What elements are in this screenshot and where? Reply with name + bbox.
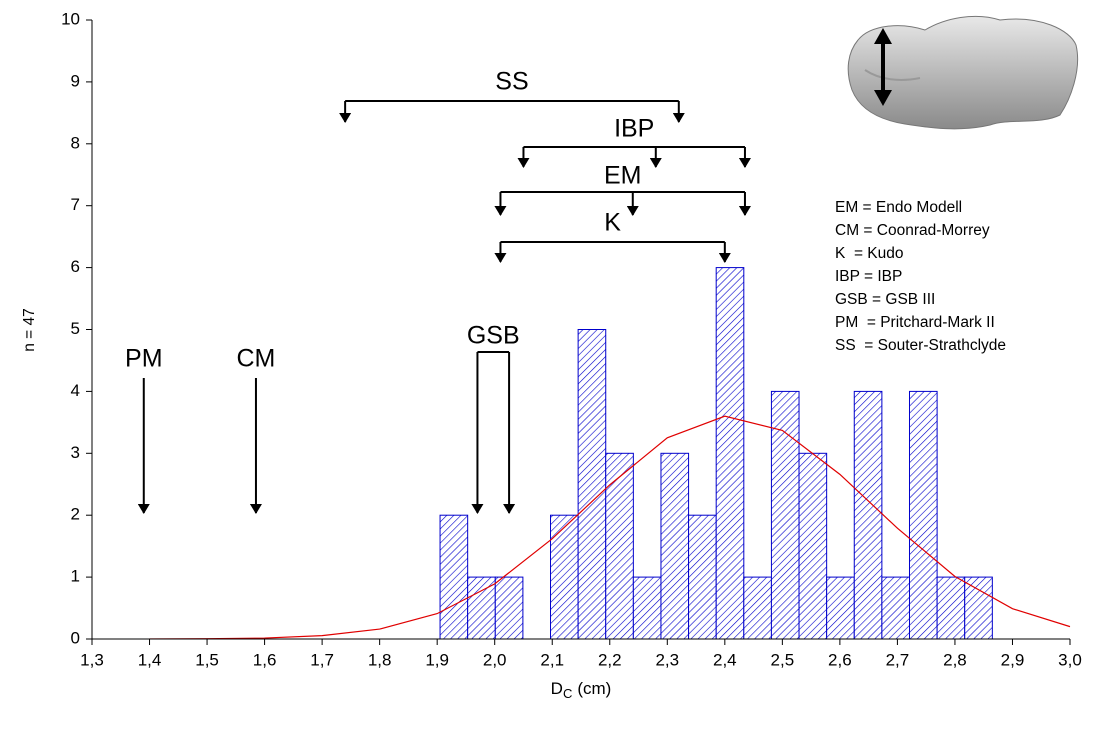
x-tick-label: 2,3: [655, 650, 679, 669]
bar: [853, 390, 883, 640]
annotation-label: SS: [495, 68, 528, 96]
bar: [688, 514, 717, 640]
bar: [577, 329, 607, 640]
x-tick-label: 1,5: [195, 650, 219, 669]
annotation-label: EM: [604, 162, 642, 190]
legend-entry: GSB = GSB III: [835, 291, 935, 308]
x-label-unit: (cm): [577, 679, 611, 698]
x-tick-label: 3,0: [1058, 650, 1082, 669]
bar: [964, 576, 993, 640]
bar: [908, 390, 938, 640]
x-tick-label: 2,9: [1001, 650, 1025, 669]
x-label-main: D: [551, 679, 563, 698]
annotation-label: IBP: [614, 115, 654, 143]
x-tick-label: 2,5: [771, 650, 795, 669]
x-label-sub: C: [563, 686, 572, 701]
legend-entry: CM = Coonrad-Morrey: [835, 222, 990, 239]
x-tick-label: 2,8: [943, 650, 967, 669]
x-tick-label: 1,9: [425, 650, 449, 669]
legend-entry: K = Kudo: [835, 245, 904, 262]
y-tick-label: 1: [71, 567, 80, 586]
normal-curve: [149, 415, 1071, 640]
legend-entry: IBP = IBP: [835, 268, 902, 285]
y-tick-label: 10: [61, 9, 80, 28]
legend-entry: EM = Endo Modell: [835, 199, 962, 216]
y-tick-label: 2: [71, 505, 80, 524]
legend-entry: SS = Souter-Strathclyde: [835, 337, 1006, 354]
y-tick-label: 8: [71, 133, 80, 152]
bar: [881, 576, 910, 640]
annotation-label: CM: [237, 345, 276, 373]
x-tick-label: 2,0: [483, 650, 507, 669]
y-tick-label: 4: [71, 381, 80, 400]
x-axis-label: DC (cm): [551, 679, 612, 701]
legend-entry: PM = Pritchard-Mark II: [835, 314, 995, 331]
y-axis-label: n = 47: [21, 308, 38, 352]
x-tick-label: 2,7: [886, 650, 910, 669]
bar: [715, 267, 745, 640]
bar: [743, 576, 772, 640]
y-tick-label: 7: [71, 195, 80, 214]
x-tick-label: 1,8: [368, 650, 392, 669]
bar: [632, 576, 662, 640]
x-tick-label: 1,3: [80, 650, 104, 669]
elbow-illustration: [847, 15, 1079, 130]
x-tick-label: 1,4: [138, 650, 162, 669]
bar: [660, 452, 690, 640]
annotation-label: GSB: [467, 322, 520, 350]
bar: [439, 514, 469, 640]
annotation-label: K: [604, 209, 621, 237]
y-tick-label: 9: [71, 71, 80, 90]
x-tick-label: 1,6: [253, 650, 277, 669]
y-tick-label: 6: [71, 257, 80, 276]
x-tick-label: 2,1: [540, 650, 564, 669]
bar: [936, 576, 966, 640]
annotation-label: PM: [125, 345, 163, 373]
x-tick-label: 2,4: [713, 650, 737, 669]
y-tick-label: 0: [71, 628, 80, 647]
x-tick-label: 2,6: [828, 650, 852, 669]
x-tick-label: 2,2: [598, 650, 622, 669]
y-tick-label: 5: [71, 319, 80, 338]
bar: [550, 514, 579, 640]
bar: [798, 452, 828, 640]
bar: [826, 576, 855, 640]
bar: [605, 452, 634, 640]
y-tick-label: 3: [71, 443, 80, 462]
bar: [494, 576, 524, 640]
x-tick-label: 1,7: [310, 650, 334, 669]
